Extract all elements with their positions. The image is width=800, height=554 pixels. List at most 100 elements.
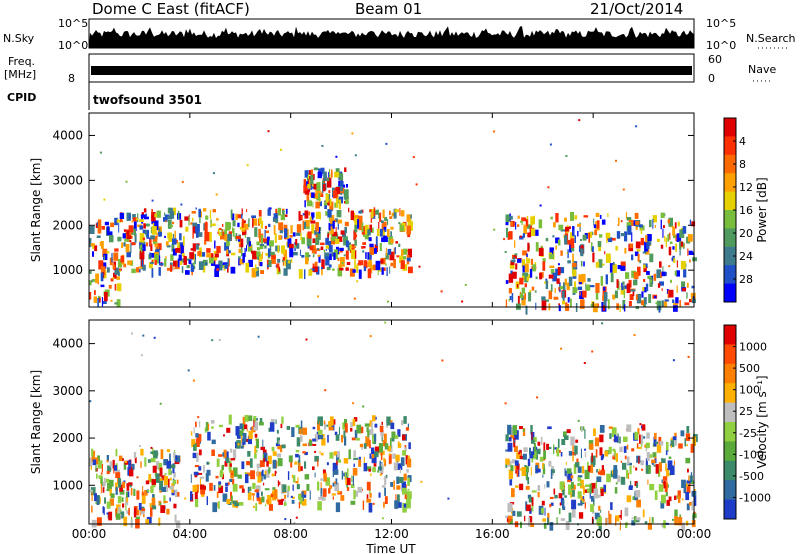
echo-cell — [161, 486, 166, 492]
echo-cell — [620, 233, 625, 237]
echo-cell — [157, 245, 160, 249]
echo-cell — [330, 416, 334, 426]
echo-cell — [505, 280, 509, 284]
echo-cell — [231, 495, 233, 503]
echo-cell — [369, 224, 372, 232]
echo-cell — [117, 496, 122, 504]
echo-cell — [648, 454, 653, 458]
echo-cell — [605, 232, 611, 239]
echo-cell — [202, 485, 206, 491]
echo-cell — [121, 220, 123, 223]
echo-cell — [516, 452, 521, 459]
echo-cell — [141, 494, 146, 504]
echo-cell — [283, 249, 287, 259]
echo-cell — [133, 452, 137, 459]
echo-cell — [512, 425, 517, 435]
echo-cell — [358, 221, 363, 231]
echo-cell — [542, 258, 546, 263]
echo-cell — [346, 262, 351, 265]
echo-cell — [328, 426, 334, 431]
echo-cell — [320, 167, 325, 174]
echo-cell — [273, 489, 278, 499]
echo-cell — [387, 300, 389, 303]
echo-cell — [670, 440, 675, 448]
echo-cell — [161, 475, 166, 480]
echo-cell — [241, 423, 245, 431]
echo-cell — [576, 458, 579, 465]
echo-cell — [393, 208, 397, 219]
echo-cell — [150, 507, 153, 517]
echo-cell — [173, 267, 175, 270]
echo-cell — [661, 271, 666, 277]
echo-cell — [541, 300, 547, 311]
echo-cell — [151, 479, 156, 485]
echo-cell — [679, 229, 685, 238]
echo-cell — [631, 254, 634, 261]
echo-cell — [101, 477, 103, 486]
echo-cell — [407, 488, 410, 491]
echo-cell — [375, 260, 381, 271]
echo-cell — [159, 402, 162, 405]
echo-cell — [585, 484, 590, 487]
echo-cell — [289, 235, 293, 238]
echo-cell — [584, 448, 586, 451]
echo-cell — [346, 184, 348, 188]
echo-cell — [528, 517, 531, 527]
echo-cell — [350, 427, 353, 432]
echo-cell — [562, 297, 565, 303]
echo-cell — [654, 225, 656, 228]
echo-cell — [237, 443, 240, 446]
echo-cell — [656, 269, 662, 279]
echo-cell — [226, 457, 230, 463]
echo-cell — [580, 448, 582, 458]
echo-cell — [115, 487, 118, 495]
freq-unit: [MHz] — [4, 68, 36, 81]
echo-cell — [301, 237, 305, 245]
echo-cell — [223, 231, 225, 236]
echo-cell — [248, 218, 250, 228]
echo-cell — [274, 470, 276, 476]
echo-cell — [396, 255, 400, 258]
echo-cell — [179, 219, 183, 228]
echo-cell — [89, 280, 92, 286]
echo-cell — [328, 190, 331, 194]
echo-cell — [354, 239, 357, 246]
echo-cell — [363, 266, 367, 272]
echo-cell — [260, 270, 264, 274]
echo-cell — [264, 471, 267, 475]
echo-cell — [296, 243, 300, 249]
echo-cell — [206, 469, 211, 476]
echo-cell — [493, 130, 496, 133]
echo-cell — [570, 211, 575, 221]
echo-cell — [230, 495, 232, 502]
echo-cell — [580, 260, 583, 267]
echo-cell — [673, 460, 676, 466]
echo-cell — [139, 250, 145, 260]
echo-cell — [586, 284, 591, 291]
echo-cell — [384, 476, 387, 485]
echo-cell — [646, 271, 650, 275]
echo-cell — [192, 224, 197, 234]
echo-cell — [505, 434, 509, 442]
echo-cell — [109, 498, 114, 506]
echo-cell — [267, 248, 271, 258]
echo-cell — [293, 522, 296, 524]
echo-cell — [172, 248, 177, 256]
echo-cell — [543, 464, 545, 471]
echo-cell — [641, 425, 643, 429]
echo-cell — [608, 446, 612, 454]
echo-cell — [241, 434, 243, 443]
echo-cell — [134, 233, 137, 243]
echo-cell — [659, 281, 664, 286]
echo-cell — [259, 217, 262, 224]
echo-cell — [253, 421, 258, 431]
echo-cell — [686, 483, 691, 494]
echo-cell — [184, 216, 189, 221]
echo-cell — [216, 502, 218, 508]
echo-cell — [646, 242, 650, 249]
echo-cell — [512, 255, 517, 259]
echo-cell — [298, 455, 301, 464]
echo-cell — [355, 437, 360, 441]
